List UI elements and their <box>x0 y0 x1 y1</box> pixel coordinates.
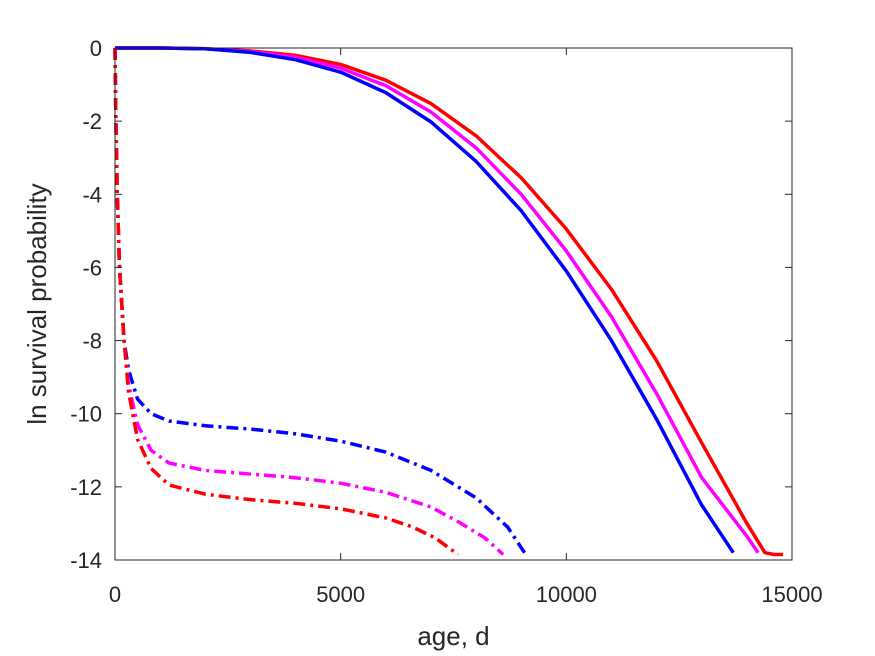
tick-layer: 0 5000 10000 15000 0 -2 -4 -6 -8 -10 -12 -14 <box>70 36 822 607</box>
y-axis-label: ln survival probability <box>22 183 52 424</box>
y-tick-label-5: -10 <box>70 402 102 427</box>
x-tick-label-3: 15000 <box>761 582 822 607</box>
y-tick-label-4: -8 <box>82 329 102 354</box>
y-tick-label-6: -12 <box>70 475 102 500</box>
y-tick-label-7: -14 <box>70 548 102 573</box>
axes-box <box>114 47 793 561</box>
y-tick-label-1: -2 <box>82 109 102 134</box>
y-tick-label-3: -6 <box>82 255 102 280</box>
x-tick-label-2: 10000 <box>536 582 597 607</box>
y-tick-label-2: -4 <box>82 182 102 207</box>
plot-area <box>115 48 792 560</box>
x-axis-label: age, d <box>417 621 489 651</box>
x-tick-label-1: 5000 <box>316 582 365 607</box>
series-layer <box>113 46 783 557</box>
series-line-2-solid <box>115 46 735 554</box>
y-tick-label-0: 0 <box>90 36 102 61</box>
series-line-5-dashdot <box>113 47 460 556</box>
x-tick-label-0: 0 <box>109 582 121 607</box>
